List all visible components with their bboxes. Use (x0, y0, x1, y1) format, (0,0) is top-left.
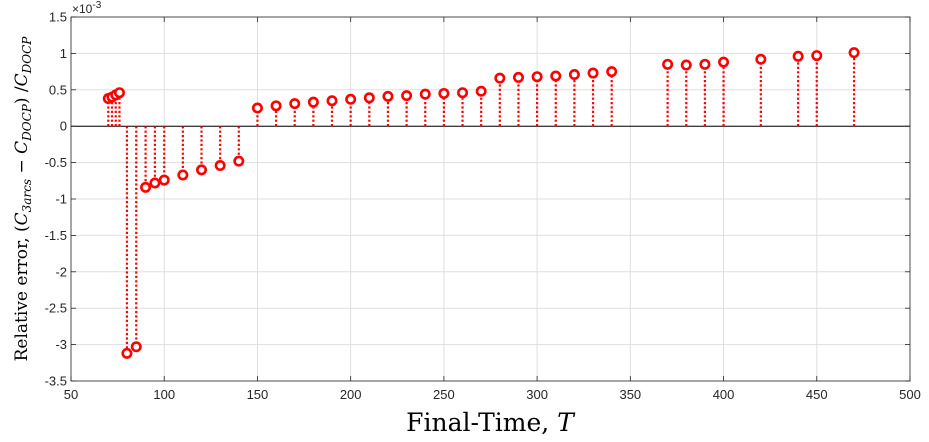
data-point (606, 66, 618, 78)
y-tick-label: -2 (55, 264, 67, 279)
data-point (550, 70, 562, 82)
x-tick-label: 50 (64, 387, 78, 402)
data-point (326, 95, 338, 107)
data-point (699, 58, 711, 70)
data-point (494, 72, 506, 84)
x-tick-label: 300 (526, 387, 548, 402)
y-tick-label: -0.5 (45, 155, 67, 170)
data-point (345, 93, 357, 105)
data-point (755, 53, 767, 65)
x-tick-label: 150 (247, 387, 269, 402)
x-axis-title: Final-Time, T (406, 408, 576, 437)
data-markers (102, 47, 860, 359)
data-point (196, 164, 208, 176)
y-exponent-label: ×10-3 (72, 0, 102, 16)
data-point (848, 47, 860, 59)
x-tick-label: 450 (806, 387, 828, 402)
data-point (130, 341, 142, 353)
data-point (140, 181, 152, 193)
data-point (251, 102, 263, 114)
data-point (214, 160, 226, 172)
x-tick-label: 100 (153, 387, 175, 402)
data-point (113, 87, 125, 99)
y-tick-label: -1 (55, 192, 67, 207)
data-point (438, 87, 450, 99)
data-point (512, 71, 524, 83)
data-point (149, 177, 161, 189)
data-point (419, 88, 431, 100)
x-axis-ticks: 50 100 150 200 250 300 350 400 450 500 (64, 17, 921, 402)
x-tick-label: 200 (340, 387, 362, 402)
data-point (401, 90, 413, 102)
y-tick-label: 1 (60, 46, 67, 61)
y-tick-label: -1.5 (45, 228, 67, 243)
data-point (568, 69, 580, 81)
data-point (382, 90, 394, 102)
data-point (270, 100, 282, 112)
data-point (158, 174, 170, 186)
data-point (121, 347, 133, 359)
data-point (307, 96, 319, 108)
y-tick-label: 1.5 (49, 10, 67, 25)
data-point (680, 59, 692, 71)
data-point (531, 71, 543, 83)
data-point (457, 87, 469, 99)
y-axis-title: Relative error, (C3arcs − CDOCP) /CDOCP (12, 36, 34, 362)
y-tick-label: -3.5 (45, 374, 67, 389)
y-axis-ticks: -3.5 -3 -2.5 -2 -1.5 -1 -0.5 0 0.5 1 1.5 (45, 10, 910, 389)
x-tick-label: 350 (619, 387, 641, 402)
x-tick-label: 250 (433, 387, 455, 402)
data-point (289, 98, 301, 110)
data-point (587, 67, 599, 79)
x-tick-label: 400 (713, 387, 735, 402)
y-tick-label: 0 (60, 119, 67, 134)
data-point (363, 92, 375, 104)
data-point (475, 85, 487, 97)
data-point (177, 169, 189, 181)
data-point (811, 50, 823, 62)
data-point (662, 58, 674, 70)
x-tick-label: 500 (899, 387, 921, 402)
data-point (718, 56, 730, 68)
data-point (792, 50, 804, 62)
data-point (233, 155, 245, 167)
y-tick-label: -3 (55, 337, 67, 352)
y-tick-label: 0.5 (49, 82, 67, 97)
y-tick-label: -2.5 (45, 301, 67, 316)
